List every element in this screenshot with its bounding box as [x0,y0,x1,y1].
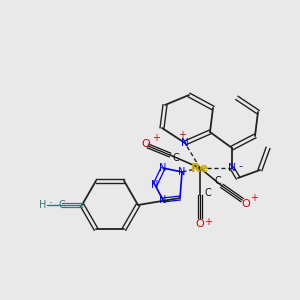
Text: N: N [159,163,167,173]
Text: C: C [205,188,212,198]
Text: N: N [159,195,167,205]
Text: N: N [178,167,186,177]
Text: +: + [152,133,160,143]
Text: H: H [39,200,47,210]
Text: N: N [181,138,189,148]
Text: N: N [151,180,159,190]
Text: C: C [58,200,65,210]
Text: C: C [172,153,179,163]
Text: ·: · [49,197,53,211]
Text: -: - [238,161,242,171]
Text: +: + [250,193,258,203]
Text: O: O [242,199,250,209]
Text: C: C [214,176,221,186]
Text: +: + [178,130,186,140]
Text: +: + [204,217,212,227]
Text: O: O [196,219,204,229]
Text: Re: Re [191,161,209,175]
Text: O: O [142,139,150,149]
Text: N: N [228,163,236,173]
